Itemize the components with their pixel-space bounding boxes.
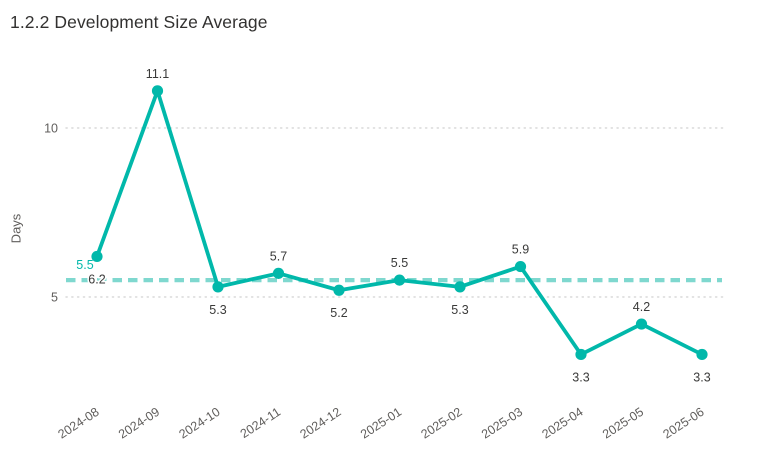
y-tick-label-10: 10 (44, 122, 58, 136)
data-point-2024-08[interactable] (91, 250, 103, 263)
x-tick-label-2024-08: 2024-08 (56, 405, 102, 442)
x-tick-label-2025-06: 2025-06 (661, 405, 707, 442)
x-tick-label-2024-10: 2024-10 (177, 405, 223, 442)
data-point-2025-02[interactable] (454, 281, 466, 293)
data-point-2024-10[interactable] (212, 281, 224, 293)
data-point-2025-01[interactable] (393, 274, 406, 286)
data-label-2025-03: 5.9 (512, 243, 529, 257)
data-label-2025-06: 3.3 (693, 370, 710, 384)
x-tick-label-2025-05: 2025-05 (600, 405, 646, 442)
data-point-2024-12[interactable] (333, 284, 345, 296)
x-tick-label-2024-12: 2024-12 (298, 405, 344, 442)
data-point-2024-11[interactable] (272, 267, 285, 279)
data-label-2025-02: 5.3 (451, 303, 468, 317)
x-tick-label-2025-03: 2025-03 (479, 405, 525, 442)
data-label-2024-08: 6.2 (88, 272, 105, 286)
data-label-2025-01: 5.5 (391, 256, 408, 270)
data-label-2024-09: 11.1 (146, 67, 169, 81)
average-line-label: 5.5 (76, 258, 93, 272)
x-tick-label-2025-01: 2025-01 (358, 405, 404, 442)
y-tick-label-5: 5 (51, 291, 58, 305)
x-tick-label-2025-02: 2025-02 (419, 405, 465, 442)
data-label-2024-11: 5.7 (270, 249, 287, 263)
data-label-2024-12: 5.2 (330, 306, 347, 320)
series-line (95, 88, 704, 357)
x-tick-label-2024-09: 2024-09 (116, 405, 162, 442)
data-label-2025-04: 3.3 (572, 370, 589, 384)
data-label-2025-05: 4.2 (633, 300, 650, 314)
data-point-2025-03[interactable] (514, 260, 527, 273)
data-label-2024-10: 5.3 (209, 303, 226, 317)
data-point-2024-09[interactable] (151, 85, 164, 97)
x-tick-label-2024-11: 2024-11 (238, 405, 283, 441)
data-point-2025-05[interactable] (635, 318, 648, 330)
data-point-2025-06[interactable] (696, 348, 708, 361)
data-point-2025-04[interactable] (575, 348, 587, 361)
chart-title: 1.2.2 Development Size Average (10, 12, 268, 32)
x-tick-label-2025-04: 2025-04 (540, 405, 586, 442)
